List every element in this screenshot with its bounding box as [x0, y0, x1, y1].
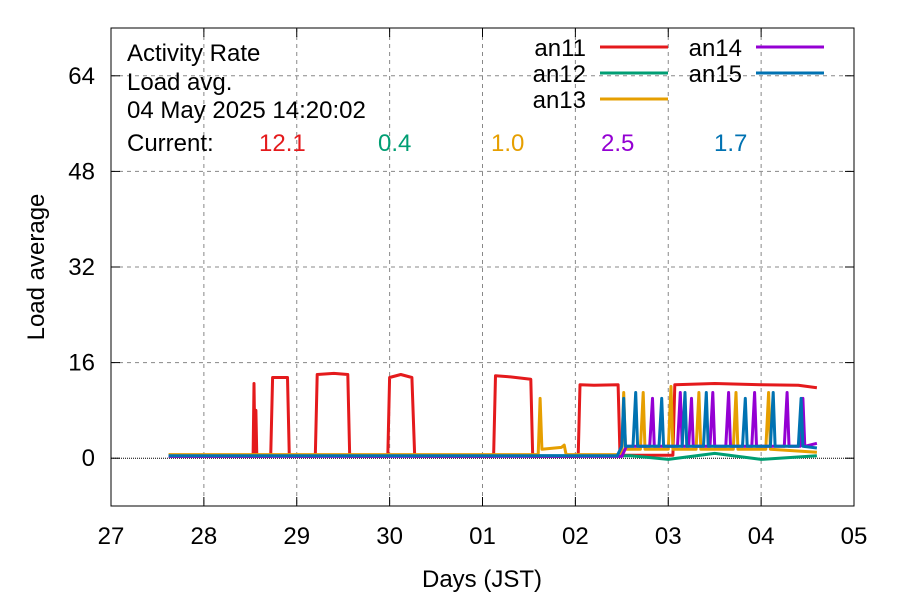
series-line-an11 — [168, 371, 818, 458]
axis-ticks: 0 16 32 48 64 27 28 29 30 01 02 03 04 05 — [68, 28, 867, 550]
current-value-an11: 12.1 — [259, 130, 306, 157]
x-tick-label: 02 — [562, 523, 589, 550]
title-line-3: 04 May 2025 14:20:02 — [127, 97, 366, 124]
series-group — [168, 371, 818, 461]
y-axis-label: Load average — [23, 194, 50, 341]
x-tick-label: 28 — [191, 523, 218, 550]
legend-label-an13: an13 — [533, 87, 586, 114]
y-tick-label: 48 — [68, 158, 95, 185]
y-tick-label: 64 — [68, 63, 95, 90]
legend-label-an15: an15 — [689, 61, 742, 88]
current-label: Current: — [127, 130, 214, 157]
legend: an11 an12 an13 an14 an15 — [533, 35, 824, 114]
title-line-1: Activity Rate — [127, 40, 260, 67]
x-tick-label: 27 — [98, 523, 125, 550]
current-value-an13: 1.0 — [491, 130, 524, 157]
grid — [111, 28, 854, 506]
y-tick-label: 16 — [68, 350, 95, 377]
legend-label-an12: an12 — [533, 61, 586, 88]
title-line-2: Load avg. — [127, 69, 232, 96]
y-tick-label: 0 — [82, 445, 95, 472]
x-tick-label: 29 — [283, 523, 310, 550]
x-tick-label: 05 — [841, 523, 868, 550]
legend-label-an14: an14 — [689, 35, 742, 62]
x-tick-label: 01 — [469, 523, 496, 550]
series-line-an15 — [168, 391, 818, 458]
y-tick-label: 32 — [68, 254, 95, 281]
x-tick-label: 30 — [376, 523, 403, 550]
current-value-an15: 1.7 — [714, 130, 747, 157]
series-line-an13 — [168, 385, 817, 457]
x-tick-label: 03 — [655, 523, 682, 550]
series-line-an14 — [168, 391, 818, 458]
x-axis-label: Days (JST) — [422, 566, 542, 593]
current-value-an12: 0.4 — [378, 130, 411, 157]
current-value-an14: 2.5 — [601, 130, 634, 157]
x-tick-label: 04 — [748, 523, 775, 550]
legend-label-an11: an11 — [534, 35, 586, 62]
